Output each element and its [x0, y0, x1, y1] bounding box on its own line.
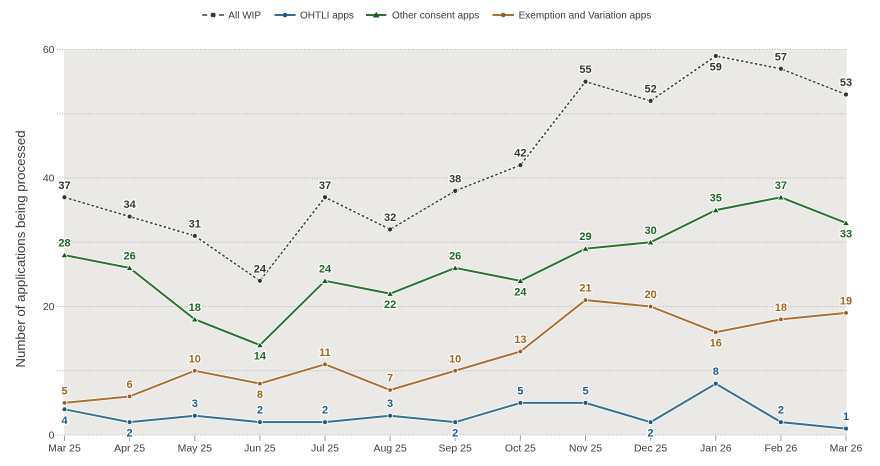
- svg-text:35: 35: [710, 193, 722, 205]
- svg-text:24: 24: [514, 286, 527, 298]
- svg-text:20: 20: [644, 289, 656, 301]
- svg-text:60: 60: [43, 44, 55, 56]
- svg-text:30: 30: [644, 225, 656, 237]
- svg-text:0: 0: [49, 430, 55, 442]
- svg-text:20: 20: [43, 301, 55, 313]
- svg-text:18: 18: [189, 302, 201, 314]
- svg-text:Number of applications being p: Number of applications being processed: [13, 130, 28, 367]
- svg-text:2: 2: [648, 428, 654, 440]
- svg-text:26: 26: [449, 250, 461, 262]
- svg-text:40: 40: [43, 173, 55, 185]
- svg-text:8: 8: [257, 389, 263, 401]
- svg-text:24: 24: [254, 263, 267, 275]
- svg-text:7: 7: [387, 373, 393, 385]
- svg-text:3: 3: [192, 398, 198, 410]
- svg-text:42: 42: [514, 148, 526, 160]
- svg-text:2: 2: [127, 428, 133, 440]
- svg-text:57: 57: [775, 51, 787, 63]
- svg-text:24: 24: [319, 263, 332, 275]
- svg-text:Oct 25: Oct 25: [505, 443, 536, 455]
- svg-text:Dec 25: Dec 25: [634, 443, 667, 455]
- svg-text:21: 21: [579, 283, 591, 295]
- svg-text:37: 37: [58, 180, 70, 192]
- svg-text:Aug 25: Aug 25: [373, 443, 406, 455]
- svg-text:2: 2: [452, 428, 458, 440]
- svg-text:16: 16: [710, 338, 722, 350]
- svg-text:Apr 25: Apr 25: [114, 443, 145, 455]
- svg-text:5: 5: [61, 385, 67, 397]
- svg-text:13: 13: [514, 334, 526, 346]
- svg-text:18: 18: [775, 302, 787, 314]
- svg-text:5: 5: [582, 385, 588, 397]
- svg-text:59: 59: [710, 61, 722, 73]
- svg-text:2: 2: [778, 405, 784, 417]
- svg-text:53: 53: [840, 77, 852, 89]
- svg-text:26: 26: [123, 250, 135, 262]
- svg-text:34: 34: [123, 199, 136, 211]
- svg-text:OHTLI apps: OHTLI apps: [300, 11, 354, 22]
- svg-text:1: 1: [843, 411, 849, 423]
- svg-text:Other consent apps: Other consent apps: [392, 11, 479, 22]
- svg-text:31: 31: [189, 218, 201, 230]
- svg-text:10: 10: [449, 353, 461, 365]
- svg-text:2: 2: [257, 405, 263, 417]
- svg-text:38: 38: [449, 173, 461, 185]
- svg-text:37: 37: [775, 180, 787, 192]
- svg-text:37: 37: [319, 180, 331, 192]
- svg-text:11: 11: [319, 347, 331, 359]
- svg-text:3: 3: [387, 398, 393, 410]
- svg-text:19: 19: [840, 295, 852, 307]
- svg-text:32: 32: [384, 212, 396, 224]
- svg-text:Jul 25: Jul 25: [311, 443, 339, 455]
- svg-text:14: 14: [254, 351, 267, 363]
- svg-text:22: 22: [384, 299, 396, 311]
- svg-text:Sep 25: Sep 25: [439, 443, 472, 455]
- svg-text:55: 55: [579, 64, 591, 76]
- svg-text:All WIP: All WIP: [228, 11, 261, 22]
- svg-text:Mar 25: Mar 25: [48, 443, 81, 455]
- svg-text:May 25: May 25: [178, 443, 213, 455]
- svg-text:2: 2: [322, 405, 328, 417]
- svg-text:6: 6: [127, 379, 133, 391]
- svg-text:8: 8: [713, 366, 719, 378]
- svg-text:5: 5: [517, 385, 523, 397]
- svg-text:Nov 25: Nov 25: [569, 443, 602, 455]
- svg-text:Jun 25: Jun 25: [244, 443, 276, 455]
- svg-text:10: 10: [189, 353, 201, 365]
- svg-text:29: 29: [579, 231, 591, 243]
- svg-text:Exemption and Variation apps: Exemption and Variation apps: [519, 11, 652, 22]
- svg-text:33: 33: [840, 228, 852, 240]
- svg-text:52: 52: [644, 83, 656, 95]
- svg-text:Feb 26: Feb 26: [765, 443, 798, 455]
- svg-text:Mar 26: Mar 26: [830, 443, 863, 455]
- svg-text:Jan 26: Jan 26: [700, 443, 732, 455]
- svg-text:28: 28: [58, 238, 70, 250]
- svg-text:4: 4: [61, 415, 68, 427]
